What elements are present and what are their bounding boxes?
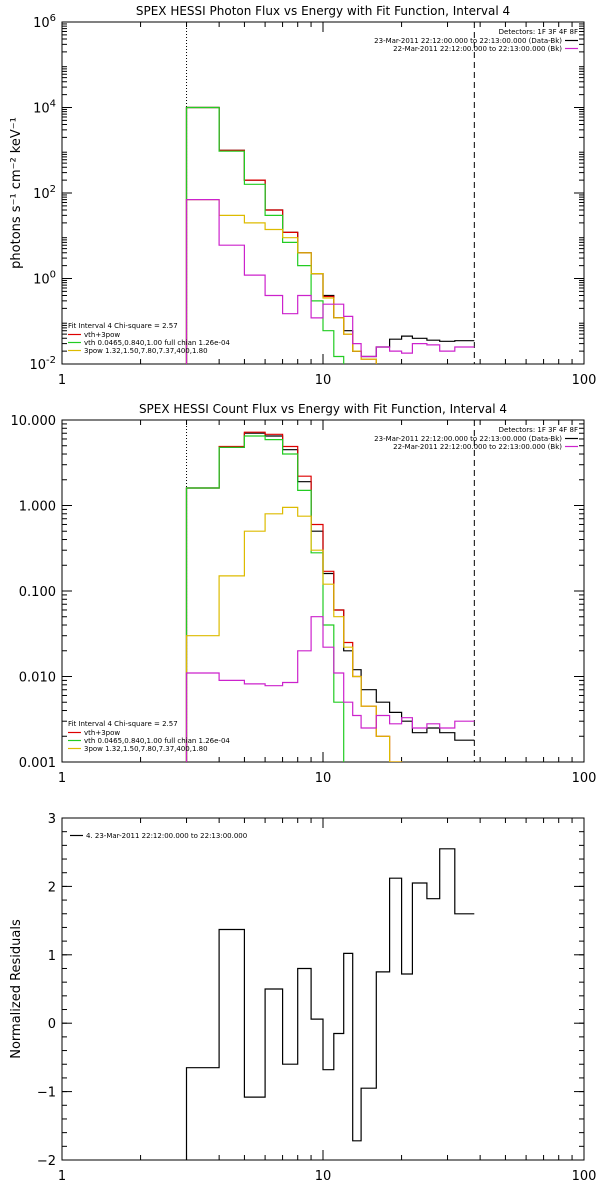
y-tick-label: 0.001 bbox=[19, 756, 56, 771]
series-group bbox=[185, 431, 475, 762]
y-tick-label: 1 bbox=[48, 949, 56, 964]
y-tick-label: −2 bbox=[37, 1154, 56, 1169]
legend-label: vth+3pow bbox=[84, 729, 120, 737]
legend-bottom-left: Fit Interval 4 Chi-square = 2.57vth+3pow… bbox=[68, 720, 230, 753]
y-tick-label: 0 bbox=[48, 1017, 56, 1032]
x-tick-label: 1 bbox=[58, 373, 66, 388]
legend-title: Detectors: 1F 3F 4F 8F bbox=[499, 28, 578, 36]
legend-label: 3pow 1.32,1.50,7.80,7.37,400,1.80 bbox=[84, 347, 208, 355]
series-total-fit bbox=[185, 431, 403, 762]
count-flux-panel: SPEX HESSI Count Flux vs Energy with Fit… bbox=[11, 402, 597, 786]
y-tick-label: 0.010 bbox=[19, 671, 56, 686]
y-axis: 0.001 0.010 0.100 1.000 10.000 bbox=[11, 414, 584, 771]
legend-label: vth 0.0465,0.840,1.00 full chian 1.26e-0… bbox=[84, 339, 230, 347]
y-tick-label: 100 bbox=[33, 270, 56, 288]
legend-label: vth 0.0465,0.840,1.00 full chian 1.26e-0… bbox=[84, 737, 230, 745]
y-tick-label: 102 bbox=[33, 184, 56, 202]
photon-flux-panel: SPEX HESSI Photon Flux vs Energy with Fi… bbox=[9, 4, 597, 388]
x-tick-label: 100 bbox=[572, 1169, 597, 1184]
y-tick-label: 106 bbox=[33, 13, 56, 31]
legend-label: 23-Mar-2011 22:12:00.000 to 22:13:00.000… bbox=[374, 37, 562, 45]
legend-label: 22-Mar-2011 22:12:00.000 to 22:13:00.000… bbox=[393, 443, 562, 451]
legend-title: Fit Interval 4 Chi-square = 2.57 bbox=[68, 322, 178, 330]
x-axis: 1 10 100 bbox=[58, 420, 597, 786]
y-tick-label: −1 bbox=[37, 1086, 56, 1101]
x-axis: 1 10 100 bbox=[58, 22, 597, 388]
y-axis-label: photons s⁻¹ cm⁻² keV⁻¹ bbox=[9, 117, 24, 269]
legend-bottom-left: Fit Interval 4 Chi-square = 2.57vth+3pow… bbox=[68, 322, 230, 355]
legend-title: Detectors: 1F 3F 4F 8F bbox=[499, 426, 578, 434]
x-tick-label: 10 bbox=[315, 771, 332, 786]
series-group bbox=[185, 848, 475, 1160]
x-tick-label: 10 bbox=[315, 373, 332, 388]
series-group bbox=[185, 106, 475, 364]
legend-label: 22-Mar-2011 22:12:00.000 to 22:13:00.000… bbox=[393, 45, 562, 53]
series-data-bk bbox=[185, 106, 475, 364]
series-thermal bbox=[185, 106, 345, 364]
y-tick-label: 104 bbox=[33, 99, 56, 117]
series-power-law bbox=[185, 199, 377, 364]
y-axis-label: Normalized Residuals bbox=[9, 919, 24, 1059]
y-tick-label: 10.000 bbox=[11, 414, 57, 429]
chart-title: SPEX HESSI Photon Flux vs Energy with Fi… bbox=[136, 4, 510, 18]
x-tick-label: 100 bbox=[572, 771, 597, 786]
legend-title: Fit Interval 4 Chi-square = 2.57 bbox=[68, 720, 178, 728]
y-tick-label: 2 bbox=[48, 880, 56, 895]
y-axis: 10-2 100 102 104 106 bbox=[29, 13, 584, 373]
series-power-law bbox=[185, 506, 403, 762]
y-tick-label: 10-2 bbox=[29, 355, 56, 373]
y-tick-label: 3 bbox=[48, 812, 56, 827]
legend-label: 4. 23-Mar-2011 22:12:00.000 to 22:13:00.… bbox=[86, 832, 247, 840]
x-tick-label: 10 bbox=[315, 1169, 332, 1184]
x-tick-label: 1 bbox=[58, 1169, 66, 1184]
series-thermal bbox=[185, 435, 345, 762]
series-background bbox=[185, 616, 475, 762]
legend-label: 3pow 1.32,1.50,7.80,7.37,400,1.80 bbox=[84, 745, 208, 753]
chart-title: SPEX HESSI Count Flux vs Energy with Fit… bbox=[139, 402, 507, 416]
legend-top-left: 4. 23-Mar-2011 22:12:00.000 to 22:13:00.… bbox=[70, 832, 247, 840]
y-tick-label: 0.100 bbox=[19, 585, 56, 600]
y-axis: −2 −1 0 1 2 3 bbox=[37, 812, 584, 1169]
legend-label: vth+3pow bbox=[84, 331, 120, 339]
x-tick-label: 1 bbox=[58, 771, 66, 786]
x-axis: 1 10 100 bbox=[58, 818, 597, 1184]
x-tick-label: 100 bbox=[572, 373, 597, 388]
residuals-panel: 1 10 100 −2 −1 0 1 2 3 Normalized Residuals 4. 23-… bbox=[9, 812, 597, 1184]
plot-frame bbox=[61, 817, 585, 1161]
series-data-bk bbox=[185, 432, 475, 762]
series-residuals bbox=[185, 848, 475, 1160]
y-tick-label: 1.000 bbox=[19, 500, 56, 515]
series-background bbox=[185, 199, 475, 364]
series-total-fit bbox=[185, 106, 377, 364]
legend-label: 23-Mar-2011 22:12:00.000 to 22:13:00.000… bbox=[374, 435, 562, 443]
